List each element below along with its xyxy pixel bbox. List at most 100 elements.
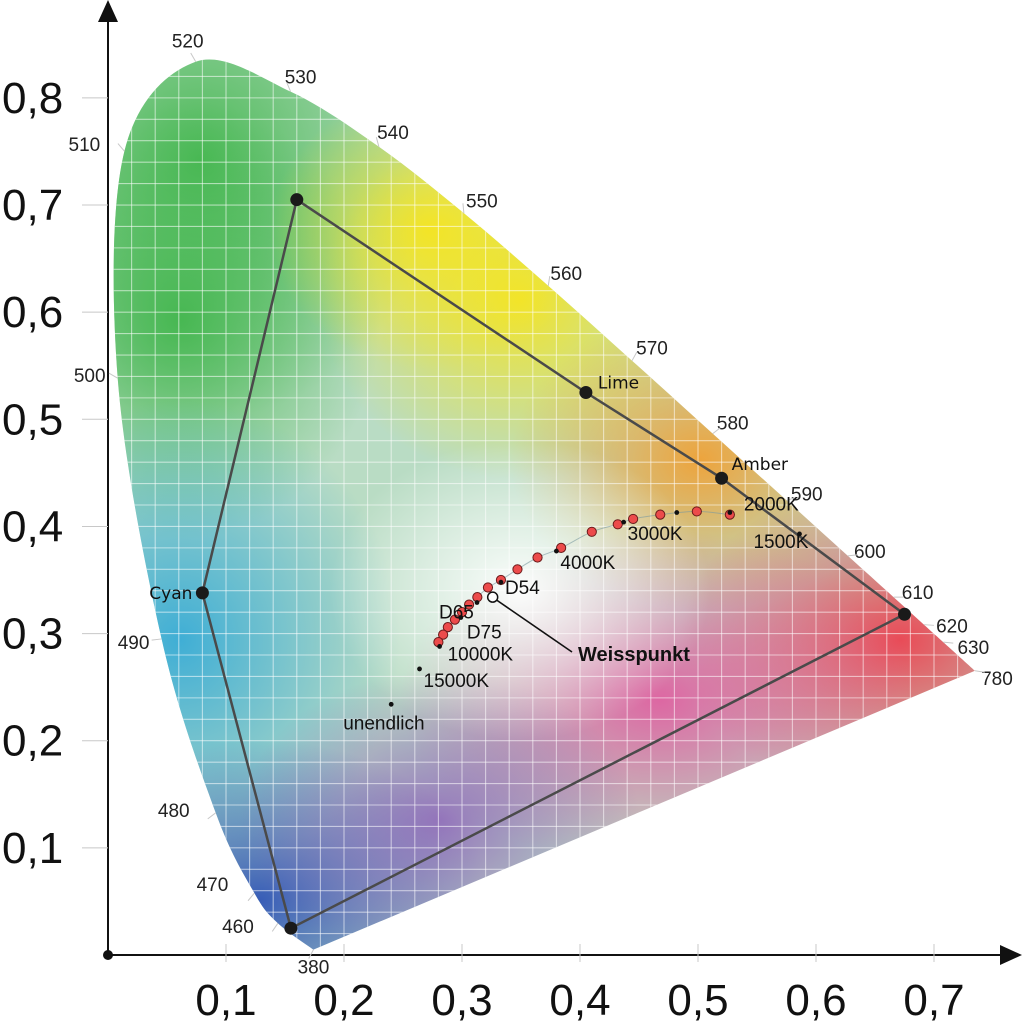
- axes: [98, 0, 1022, 965]
- wavelength-label: 550: [466, 191, 498, 212]
- gamut-label: Lime: [598, 374, 639, 394]
- x-tick-label: 0,5: [667, 976, 728, 1024]
- reference-label: 2000K: [744, 495, 799, 516]
- gamut-vertex: [715, 471, 729, 485]
- wavelength-tick: [190, 52, 197, 62]
- y-tick-label: 0,3: [2, 610, 63, 659]
- planckian-point: [532, 552, 543, 563]
- x-tick-label: 0,1: [195, 976, 256, 1024]
- planckian-point: [691, 506, 702, 517]
- planckian-point: [449, 614, 461, 625]
- planckian-point: [442, 622, 453, 633]
- wavelength-label: 540: [377, 123, 409, 144]
- reference-point: [674, 510, 680, 515]
- wavelength-label: 530: [285, 68, 317, 89]
- reference-point: [498, 579, 504, 585]
- planckian-point: [512, 564, 523, 575]
- wavelength-tick: [108, 372, 118, 379]
- outer-ticks: [82, 97, 935, 962]
- wavelength-label: 470: [197, 875, 229, 896]
- reference-label: 1500K: [753, 532, 808, 553]
- planckian-point: [586, 526, 597, 537]
- reference-point: [474, 600, 480, 605]
- gamut-vertex: [195, 586, 209, 600]
- wavelength-tick: [375, 137, 380, 147]
- wavelength-label: 460: [222, 917, 254, 938]
- wavelength-tick: [974, 670, 985, 673]
- reference-label: D65: [439, 603, 474, 624]
- y-tick-label: 0,4: [2, 502, 63, 551]
- wavelength-label: 620: [936, 617, 968, 638]
- x-tick-label: 0,3: [431, 976, 492, 1024]
- white-point-marker: [486, 591, 499, 603]
- wavelength-tick: [786, 496, 797, 501]
- gamut-vertices: [195, 193, 911, 935]
- x-tick-label: 0,4: [549, 976, 610, 1024]
- reference-point: [437, 644, 442, 649]
- wavelength-label: 480: [158, 801, 190, 822]
- wavelength-tick: [207, 812, 217, 820]
- wavelength-tick: [923, 624, 934, 626]
- wavelength-labels: 380 460 470 480 490 500 510 520 530 540 550 560 570 5…: [69, 32, 1013, 979]
- wavelength-label: 560: [550, 264, 582, 285]
- wavelength-label: 600: [854, 542, 886, 563]
- planckian-point: [628, 513, 639, 525]
- y-tick-label: 0,2: [2, 717, 63, 766]
- origin-dot: [103, 950, 113, 960]
- wavelength-tick: [943, 641, 954, 644]
- gamut-vertex: [579, 386, 593, 400]
- y-tick-label: 0,6: [2, 288, 63, 337]
- wavelength-label: 570: [636, 339, 668, 360]
- wavelength-tick: [151, 638, 162, 641]
- wavelength-label: 380: [298, 958, 330, 979]
- reference-label: 4000K: [560, 553, 615, 574]
- reference-point: [417, 666, 422, 672]
- wavelength-tick: [712, 427, 721, 435]
- wavelength-label: 590: [791, 485, 823, 506]
- wavelength-label: 500: [74, 366, 106, 387]
- reference-points: [388, 510, 802, 707]
- wavelength-tick: [847, 554, 858, 557]
- x-tick-labels: 0,1 0,2 0,3 0,4 0,5 0,6 0,7: [195, 976, 964, 1024]
- gamut-vertex: [290, 193, 304, 207]
- x-tick-label: 0,2: [313, 976, 374, 1024]
- wavelength-label: 630: [957, 638, 989, 659]
- x-tick-label: 0,6: [785, 976, 846, 1024]
- x-tick-label: 0,7: [903, 976, 964, 1024]
- y-tick-label: 0,1: [2, 824, 63, 873]
- wavelength-tick: [117, 143, 125, 152]
- white-point-label: Weisspunkt: [578, 644, 690, 666]
- reference-point: [554, 548, 559, 554]
- gamut-labels: Lime Amber Cyan: [149, 374, 788, 604]
- white-point-leader-line: [496, 599, 573, 653]
- reference-label: 15000K: [424, 671, 490, 692]
- wavelength-tick: [462, 203, 465, 214]
- wavelength-tick: [271, 922, 279, 932]
- planckian-point: [463, 599, 475, 610]
- reference-point: [388, 701, 394, 707]
- gamut-vertex: [898, 607, 911, 621]
- y-tick-label: 0,8: [2, 74, 63, 123]
- wavelength-label: 490: [118, 633, 150, 654]
- reference-label: unendlich: [343, 713, 424, 734]
- wavelength-label: 510: [69, 135, 101, 156]
- wavelength-tick: [308, 949, 314, 959]
- wavelength-tick: [547, 275, 551, 286]
- reference-point: [797, 531, 802, 537]
- y-tick-labels: 0,1 0,2 0,3 0,4 0,5 0,6 0,7 0,8: [2, 74, 63, 873]
- reference-point: [727, 510, 733, 515]
- wavelength-tick: [247, 892, 255, 902]
- reference-point: [621, 519, 627, 525]
- planckian-point: [612, 519, 623, 530]
- wavelength-label: 610: [902, 583, 934, 604]
- wavelength-label: 580: [717, 414, 749, 435]
- gamut-vertex: [284, 921, 298, 935]
- reference-label: D75: [467, 623, 502, 644]
- wavelength-tick: [286, 82, 292, 92]
- y-tick-label: 0,7: [2, 181, 63, 230]
- planckian-point: [482, 582, 494, 593]
- gamut-label: Cyan: [149, 584, 192, 604]
